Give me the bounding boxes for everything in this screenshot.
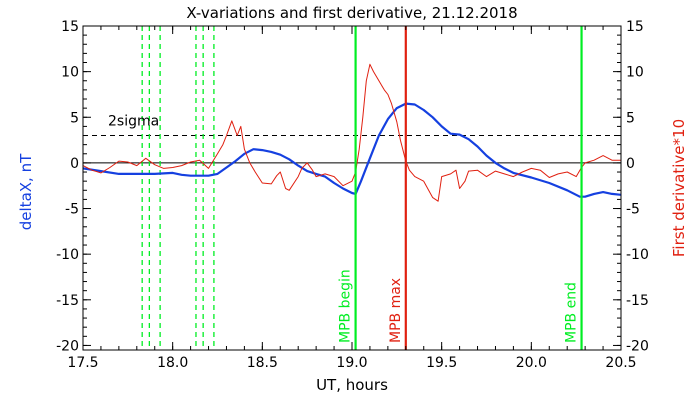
x-axis-label: UT, hours: [316, 376, 388, 394]
y-tick-label-right: -15: [626, 293, 649, 309]
x-tick-label: 18.0: [157, 355, 188, 371]
x-tick-label: 20.5: [605, 355, 636, 371]
y-tick-label-right: 10: [626, 65, 644, 81]
marker-line-label: MPB end: [564, 282, 580, 343]
y-tick-label-right: -10: [626, 247, 649, 263]
chart-marks: [83, 26, 621, 350]
y-tick-label-right: 15: [626, 19, 644, 35]
series-line-derivative: [83, 63, 621, 202]
y-tick-label-left: 5: [70, 110, 79, 126]
y-tick-label-right: 0: [626, 156, 635, 172]
series-line-deltax: [83, 102, 621, 198]
x-tick-label: 19.5: [426, 355, 457, 371]
marker-line-label: MPB max: [388, 278, 404, 343]
marker-line-label: MPB begin: [338, 269, 354, 343]
y-tick-label-left: -15: [56, 293, 79, 309]
y-tick-label-left: 10: [61, 65, 79, 81]
y-tick-label-right: -20: [626, 338, 649, 354]
y-tick-label-left: -20: [56, 338, 79, 354]
y-axis-label-right: First derivative*10: [670, 119, 688, 257]
y-tick-label-left: 15: [61, 19, 79, 35]
threshold-label: 2sigma: [108, 114, 159, 130]
y-tick-label-right: -5: [626, 202, 640, 218]
y-axis-label-left: deltaX, nT: [17, 153, 35, 230]
y-tick-label-left: 0: [70, 156, 79, 172]
y-tick-label-left: -5: [65, 202, 79, 218]
y-tick-label-left: -10: [56, 247, 79, 263]
x-tick-label: 17.5: [67, 355, 98, 371]
chart-axes: 2sigma MPB begin MPB max MPB end 17.5 18.0 18.…: [56, 19, 649, 371]
x-tick-label: 19.0: [336, 355, 367, 371]
x-tick-label: 20.0: [516, 355, 547, 371]
chart-title: X-variations and first derivative, 21.12…: [186, 4, 517, 22]
x-tick-label: 18.5: [247, 355, 278, 371]
y-tick-label-right: 5: [626, 110, 635, 126]
